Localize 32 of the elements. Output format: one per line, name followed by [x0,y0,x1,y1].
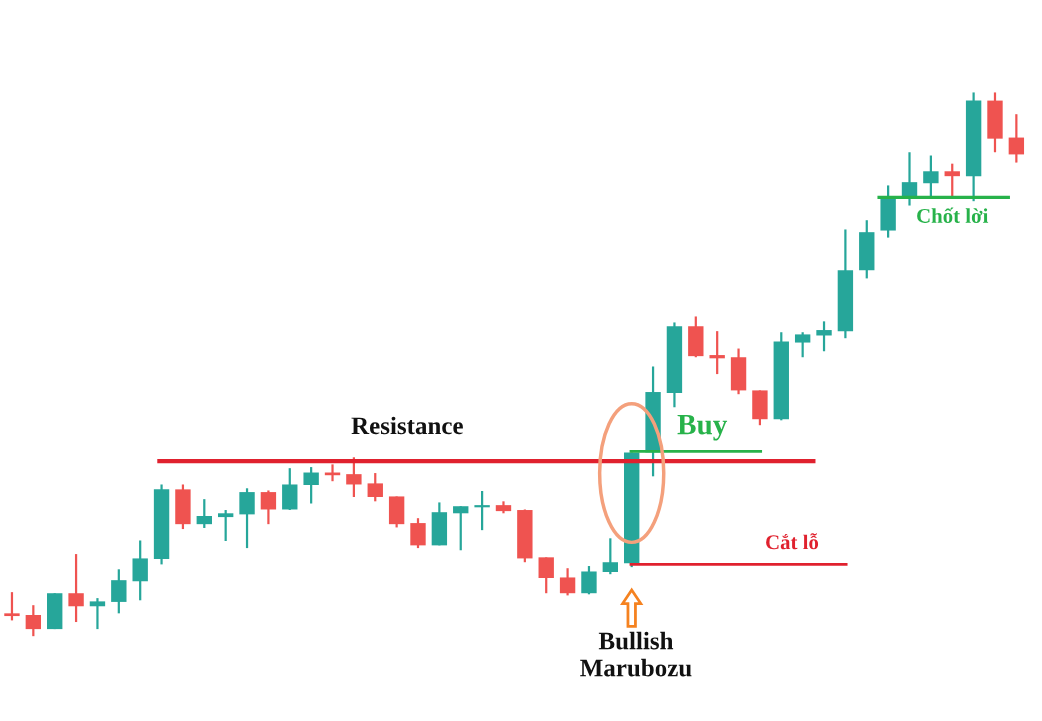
ref-line-label: Buy [677,415,728,441]
candlestick [260,489,277,526]
candlestick [559,567,576,597]
candlestick [217,508,234,543]
candlestick [303,465,319,505]
ref-line-label: Chốt lời [917,207,989,223]
candlestick [410,517,426,550]
candlestick [816,320,832,353]
candlestick [346,456,362,499]
candlestick [239,487,255,550]
candlestick [111,568,127,615]
candlestick [1008,113,1025,164]
candlestick [923,154,939,199]
candlestick [581,564,597,596]
candlestick [602,537,619,576]
ref-line-label: Resistance [351,416,463,435]
candlestick [944,162,960,199]
candlestick [25,604,42,638]
candlestick [132,539,148,602]
candlestick [901,151,918,207]
candlestick [89,597,106,631]
ref-line-label: Cắt lỗ [766,533,819,550]
candlestick [538,556,554,595]
candlestick [453,505,469,552]
candlestick [709,330,725,376]
candlestick [4,591,20,622]
candlestick [474,489,490,532]
annotation: Bullish Marubozu [580,631,692,677]
candlestick [367,471,383,503]
candlestick [794,331,811,359]
candlestick [68,552,84,624]
candlestick [196,498,212,530]
